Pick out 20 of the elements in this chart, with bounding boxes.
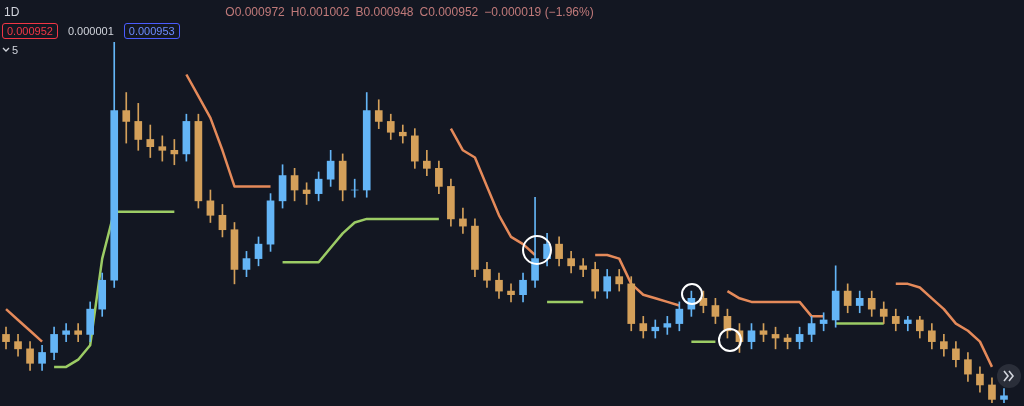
- candlestick: [398, 124, 407, 144]
- chart-title: 1D: [4, 5, 20, 19]
- candlestick: [122, 92, 131, 144]
- text: 0.000953: [123, 23, 180, 39]
- candlestick: [62, 323, 70, 342]
- text: O0.000972: [225, 5, 285, 19]
- annotation: 5: [12, 44, 19, 56]
- text: 0.000952: [2, 23, 58, 39]
- text: 0.000001: [66, 24, 115, 38]
- text: B0.000948: [355, 5, 414, 19]
- candlestick: [651, 319, 660, 339]
- candlestick: [158, 135, 167, 162]
- candlestick: [146, 124, 155, 158]
- text: −0.000019 (−1.96%): [484, 5, 594, 19]
- text: C0.000952: [419, 5, 479, 19]
- candlestick: [663, 316, 672, 335]
- candlestick: [74, 323, 82, 342]
- candlestick: [507, 283, 515, 303]
- text: H0.001002: [290, 5, 350, 19]
- candlestick: [579, 258, 587, 277]
